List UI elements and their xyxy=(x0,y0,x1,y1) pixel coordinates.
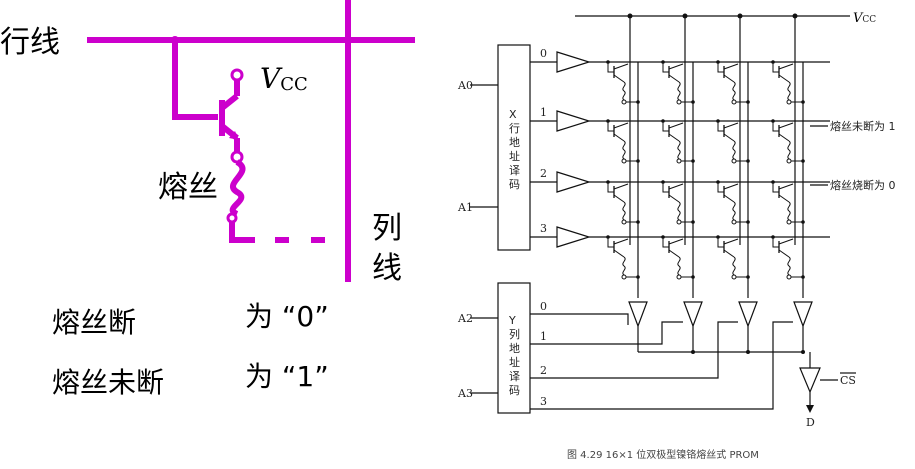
x-output-row-1: 1 xyxy=(530,106,830,132)
svg-text:地: 地 xyxy=(509,342,520,355)
svg-text:1: 1 xyxy=(540,330,547,343)
bit-lines xyxy=(637,62,804,298)
svg-text:0: 0 xyxy=(540,300,547,313)
x-decoder-box xyxy=(497,44,531,251)
column-select-buffers xyxy=(628,301,813,368)
svg-text:2: 2 xyxy=(540,167,547,180)
svg-text:码: 码 xyxy=(509,384,520,397)
svg-text:码: 码 xyxy=(509,178,520,191)
a1-label: A1 xyxy=(457,201,473,214)
rule-intact-right: 为 “1” xyxy=(245,360,329,393)
column-line-label-2: 线 xyxy=(372,251,402,286)
fuse-label: 熔丝 xyxy=(158,170,218,205)
svg-text:译: 译 xyxy=(509,164,520,177)
svg-text:1: 1 xyxy=(540,106,547,119)
column-line-label-1: 列 xyxy=(372,211,402,246)
vcc-label: VCC xyxy=(260,62,308,95)
vcc-drops xyxy=(627,13,798,245)
prom-cell-2-1 xyxy=(661,180,695,225)
a0-label: A0 xyxy=(457,79,473,92)
a2-label: A2 xyxy=(457,312,473,325)
svg-text:3: 3 xyxy=(540,395,547,408)
prom-cell-2-2 xyxy=(716,180,750,225)
vcc-terminal xyxy=(230,68,244,82)
prom-cell-1-1 xyxy=(661,119,695,164)
prom-cell-1-2 xyxy=(716,119,750,164)
emitter-arrow xyxy=(229,131,239,140)
d-label: D xyxy=(806,416,815,429)
cell-array xyxy=(606,60,805,280)
note-blown: 熔丝烧断为 0 xyxy=(830,178,896,192)
figure-caption: 图 4.29 16×1 位双极型镍铬熔丝式 PROM xyxy=(567,448,759,461)
column-junction-dot xyxy=(344,36,352,44)
fuse-top-terminal xyxy=(230,150,244,164)
y-decoder-box xyxy=(497,282,531,414)
svg-text:3: 3 xyxy=(540,222,547,235)
a3-label: A3 xyxy=(457,387,473,400)
prom-cell-0-0 xyxy=(606,60,640,105)
prom-cell-0-3 xyxy=(771,60,805,105)
svg-text:Y: Y xyxy=(508,314,516,327)
svg-text:译: 译 xyxy=(509,370,520,383)
prom-schematic: VCC X 行 地 址 译 码 A0 A1 Y 列 地 址 译 码 A2 A3 … xyxy=(457,11,896,461)
fuse-icon xyxy=(229,159,246,217)
prom-cell-3-1 xyxy=(661,235,695,280)
prom-cell-3-2 xyxy=(716,235,750,280)
rule-intact-left: 熔丝未断 xyxy=(52,366,164,399)
fuse-bottom-terminal xyxy=(226,212,238,224)
row-line-label: 行线 xyxy=(0,25,60,60)
svg-text:地: 地 xyxy=(509,136,520,149)
rule-blown-left: 熔丝断 xyxy=(52,306,136,339)
prom-cell-3-0 xyxy=(606,235,640,280)
output-buffer: CS D xyxy=(799,367,856,429)
svg-text:址: 址 xyxy=(509,149,520,163)
y-outputs: 0 1 2 3 xyxy=(530,300,793,410)
vcc-rail-label: VCC xyxy=(853,11,876,26)
base-wire xyxy=(172,40,218,120)
rule-blown-right: 为 “0” xyxy=(245,300,329,333)
x-output-row-2: 2 xyxy=(530,167,830,193)
svg-text:X: X xyxy=(509,108,517,121)
prom-cell-1-0 xyxy=(606,119,640,164)
prom-cell-1-3 xyxy=(771,119,805,164)
svg-text:址: 址 xyxy=(509,355,520,369)
x-output-row-3: 3 xyxy=(530,222,830,248)
x-output-row-0: 0 xyxy=(530,47,830,73)
prom-cell-3-3 xyxy=(771,235,805,280)
prom-cell-0-2 xyxy=(716,60,750,105)
prom-cell-2-3 xyxy=(771,180,805,225)
svg-text:0: 0 xyxy=(540,47,547,60)
fuse-cell-diagram: 行线 VCC 熔丝 列 线 熔丝断 为 “0” 熔丝未断 为 “1” xyxy=(0,0,415,399)
note-intact: 熔丝未断为 1 xyxy=(830,119,896,133)
cs-label: CS xyxy=(840,374,856,387)
transistor-collector xyxy=(220,93,239,111)
svg-text:2: 2 xyxy=(540,364,547,377)
svg-text:列: 列 xyxy=(509,327,520,341)
prom-cell-2-0 xyxy=(606,180,640,225)
prom-cell-0-1 xyxy=(661,60,695,105)
svg-text:行: 行 xyxy=(509,122,520,135)
